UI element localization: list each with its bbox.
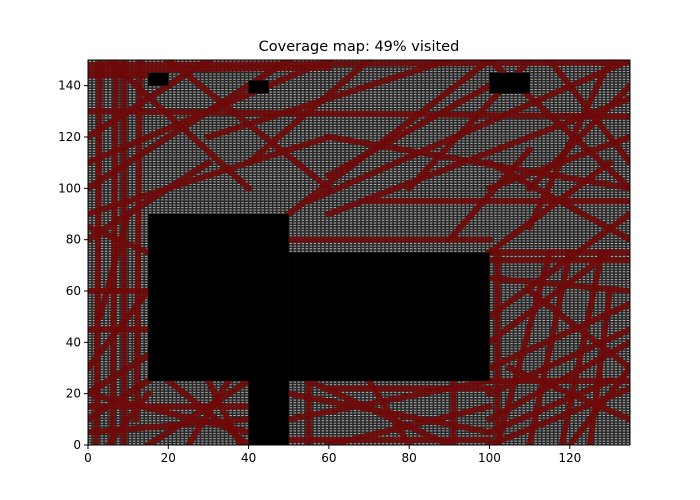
visited-path (88, 108, 630, 120)
x-tick-label: 120 (558, 451, 581, 465)
visited-path (204, 60, 454, 141)
visited-path (485, 210, 630, 321)
visited-path (565, 363, 630, 445)
visited-path (92, 60, 104, 445)
visited-path (525, 60, 614, 231)
visited-path (485, 376, 614, 437)
visited-path (324, 81, 494, 180)
visited-path (88, 286, 153, 373)
obstacle-block (148, 72, 169, 86)
x-tick-label: 80 (402, 451, 417, 465)
x-tick-label: 60 (321, 451, 336, 465)
visited-paths-layer (88, 60, 630, 445)
chart-title: Coverage map: 49% visited (259, 39, 460, 55)
plot-frame (87, 59, 631, 446)
y-tick-label: 40 (66, 335, 81, 349)
visited-path (485, 338, 630, 424)
y-tick-label: 100 (58, 181, 81, 195)
visited-path (485, 158, 615, 257)
obstacle-block (248, 380, 289, 445)
visited-path (445, 145, 534, 244)
visited-path (284, 60, 494, 219)
visited-path (485, 248, 615, 347)
x-tick-label: 0 (84, 451, 92, 465)
y-axis: 0 20 40 60 80 100 120 140 (58, 79, 88, 452)
visited-path (486, 274, 630, 295)
y-tick-label: 60 (66, 284, 81, 298)
obstacle-block (489, 72, 530, 94)
y-tick-label: 20 (66, 387, 81, 401)
visited-path (88, 416, 252, 436)
visited-path (96, 210, 132, 321)
visited-path (586, 287, 614, 445)
visited-path (103, 60, 253, 193)
y-tick-label: 140 (58, 79, 81, 93)
visited-path (104, 389, 153, 445)
y-tick-label: 80 (66, 233, 81, 247)
visited-path (204, 376, 244, 445)
x-tick-label: 20 (161, 451, 176, 465)
visited-path (244, 60, 374, 167)
obstacle-block (248, 80, 269, 94)
visited-path (525, 81, 630, 193)
x-axis: 0 20 40 60 80 100 120 (84, 445, 581, 465)
visited-path (304, 60, 630, 206)
y-tick-label: 0 (73, 438, 81, 452)
obstacle-block (148, 214, 289, 381)
y-tick-label: 120 (58, 130, 81, 144)
visited-path (545, 60, 630, 167)
visited-path (325, 133, 630, 192)
visited-path (144, 376, 253, 445)
obstacles-layer (148, 72, 530, 445)
obstacle-block (288, 252, 490, 381)
visited-path (88, 133, 333, 218)
x-tick-label: 100 (478, 451, 501, 465)
visited-path (184, 376, 233, 445)
plot-area (88, 60, 630, 445)
visited-path (88, 64, 332, 74)
visited-path (88, 351, 153, 398)
visited-path (525, 286, 630, 372)
visited-path (558, 248, 606, 445)
visited-path (88, 158, 213, 244)
x-tick-label: 40 (241, 451, 256, 465)
